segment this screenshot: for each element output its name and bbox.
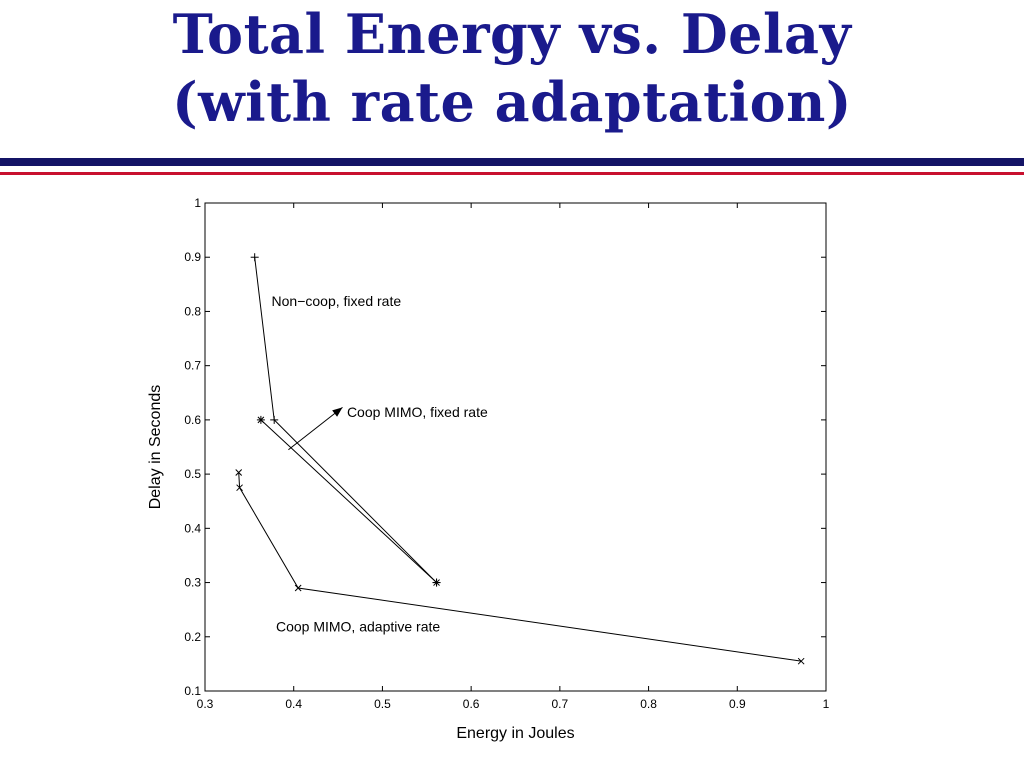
- series-line-3: [238, 472, 802, 662]
- annotation-arrowhead: [332, 407, 343, 417]
- data-point: [270, 415, 279, 424]
- title-rule-red: [0, 172, 1024, 175]
- energy-delay-chart: 0.3 0.4 0.5 0.6 0.7 0.8 0.9 1 0.1 0.2 0.3 0.4 0.5 0.6…: [147, 196, 830, 742]
- x-tick-label: 0.5: [374, 697, 391, 711]
- plot-marks: 0.3 0.4 0.5 0.6 0.7 0.8 0.9 1 0.1 0.2 0.3 0.4 0.5 0.6…: [184, 196, 829, 711]
- x-tick-label: 0.4: [285, 697, 302, 711]
- x-tick-label: 1: [823, 697, 830, 711]
- y-tick-label: 0.2: [184, 630, 201, 644]
- data-point: [250, 253, 259, 262]
- data-point: [432, 578, 441, 587]
- y-tick-label: 0.6: [184, 413, 201, 427]
- data-point: [235, 469, 243, 476]
- data-point: [797, 657, 805, 665]
- x-tick-label: 0.7: [552, 697, 569, 711]
- x-axis-label: Energy in Joules: [456, 725, 574, 742]
- slide-title-line-1: Total Energy vs. Delay: [172, 2, 852, 66]
- x-tick-label: 0.3: [197, 697, 214, 711]
- annotation-arrow: [288, 407, 343, 451]
- annotation-3: Coop MIMO, adaptive rate: [276, 618, 440, 634]
- y-tick-label: 0.9: [184, 250, 201, 264]
- y-tick-label: 1: [194, 196, 201, 210]
- x-tick-label: 0.8: [640, 697, 657, 711]
- y-tick-label: 0.1: [184, 684, 201, 698]
- annotation-1: Non−coop, fixed rate: [272, 293, 402, 309]
- title-rule-blue: [0, 158, 1024, 166]
- x-tick-label: 0.9: [729, 697, 746, 711]
- y-tick-label: 0.4: [184, 521, 201, 535]
- data-point: [256, 415, 265, 424]
- plot-frame: [204, 202, 827, 692]
- y-axis-label: Delay in Seconds: [147, 385, 164, 510]
- x-tick-label: 0.6: [463, 697, 480, 711]
- series-line-2: [260, 419, 437, 583]
- data-point: [236, 484, 243, 492]
- y-tick-label: 0.3: [184, 576, 201, 590]
- y-tick-label: 0.5: [184, 467, 201, 481]
- y-tick-label: 0.8: [184, 304, 201, 318]
- data-point: [294, 584, 302, 592]
- y-tick-label: 0.7: [184, 359, 201, 373]
- slide-title-line-2: (with rate adaptation): [172, 70, 852, 134]
- slide-title: Total Energy vs. Delay (with rate adapta…: [0, 0, 1024, 160]
- annotation-2: Coop MIMO, fixed rate: [347, 404, 488, 420]
